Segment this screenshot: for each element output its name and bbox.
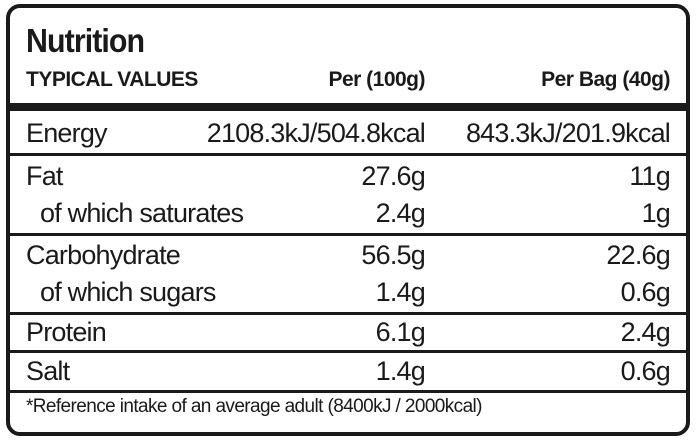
column-header-row: TYPICAL VALUES Per (100g) Per Bag (40g) <box>26 68 670 94</box>
typical-values-header: TYPICAL VALUES <box>26 68 198 91</box>
nutrient-row-energy: Energy 2108.3kJ/504.8kcal 843.3kJ/201.9k… <box>26 116 671 150</box>
nutrient-name: of which saturates <box>40 198 244 228</box>
per-100g-value: 2108.3kJ/504.8kcal <box>206 118 426 148</box>
nutrient-name: Energy <box>26 118 108 148</box>
row-divider <box>10 390 686 393</box>
nutrient-row-sugars: of which sugars 1.4g 0.6g <box>26 275 671 309</box>
per-bag-value: 0.6g <box>620 356 671 386</box>
per-bag-value: 22.6g <box>606 240 670 270</box>
per-100g-value: 1.4g <box>375 277 426 307</box>
row-divider <box>10 312 686 315</box>
per-100g-value: 27.6g <box>361 161 425 191</box>
nutrition-title: Nutrition <box>26 22 145 59</box>
per-100g-value: 6.1g <box>375 317 426 347</box>
nutrient-row-salt: Salt 1.4g 0.6g <box>26 354 671 388</box>
nutrient-name: Salt <box>26 356 70 386</box>
per-100g-value: 56.5g <box>361 240 425 270</box>
nutrient-name: Protein <box>26 317 107 347</box>
per-bag-header: Per Bag (40g) <box>541 68 670 91</box>
nutrient-name: Carbohydrate <box>26 240 181 270</box>
per-bag-value: 0.6g <box>620 277 671 307</box>
per-bag-value: 11g <box>629 161 670 191</box>
per-bag-value: 2.4g <box>620 317 671 347</box>
per-100g-header: Per (100g) <box>328 68 425 91</box>
nutrient-row-fat: Fat 27.6g 11g <box>26 159 671 193</box>
nutrient-row-protein: Protein 6.1g 2.4g <box>26 315 671 349</box>
nutrition-label: Nutrition TYPICAL VALUES Per (100g) Per … <box>6 4 690 436</box>
per-100g-value: 2.4g <box>375 198 426 228</box>
thick-divider <box>10 103 686 111</box>
row-divider <box>10 153 686 156</box>
nutrient-row-carbohydrate: Carbohydrate 56.5g 22.6g <box>26 238 671 272</box>
per-bag-value: 1g <box>641 198 671 228</box>
per-bag-value: 843.3kJ/201.9kcal <box>465 118 671 148</box>
per-100g-value: 1.4g <box>375 356 426 386</box>
nutrient-row-saturates: of which saturates 2.4g 1g <box>26 196 671 230</box>
nutrient-name: of which sugars <box>40 277 216 307</box>
row-divider <box>10 350 686 353</box>
nutrient-name: Fat <box>26 161 63 191</box>
reference-intake-footnote: *Reference intake of an average adult (8… <box>26 396 482 417</box>
row-divider <box>10 233 686 236</box>
